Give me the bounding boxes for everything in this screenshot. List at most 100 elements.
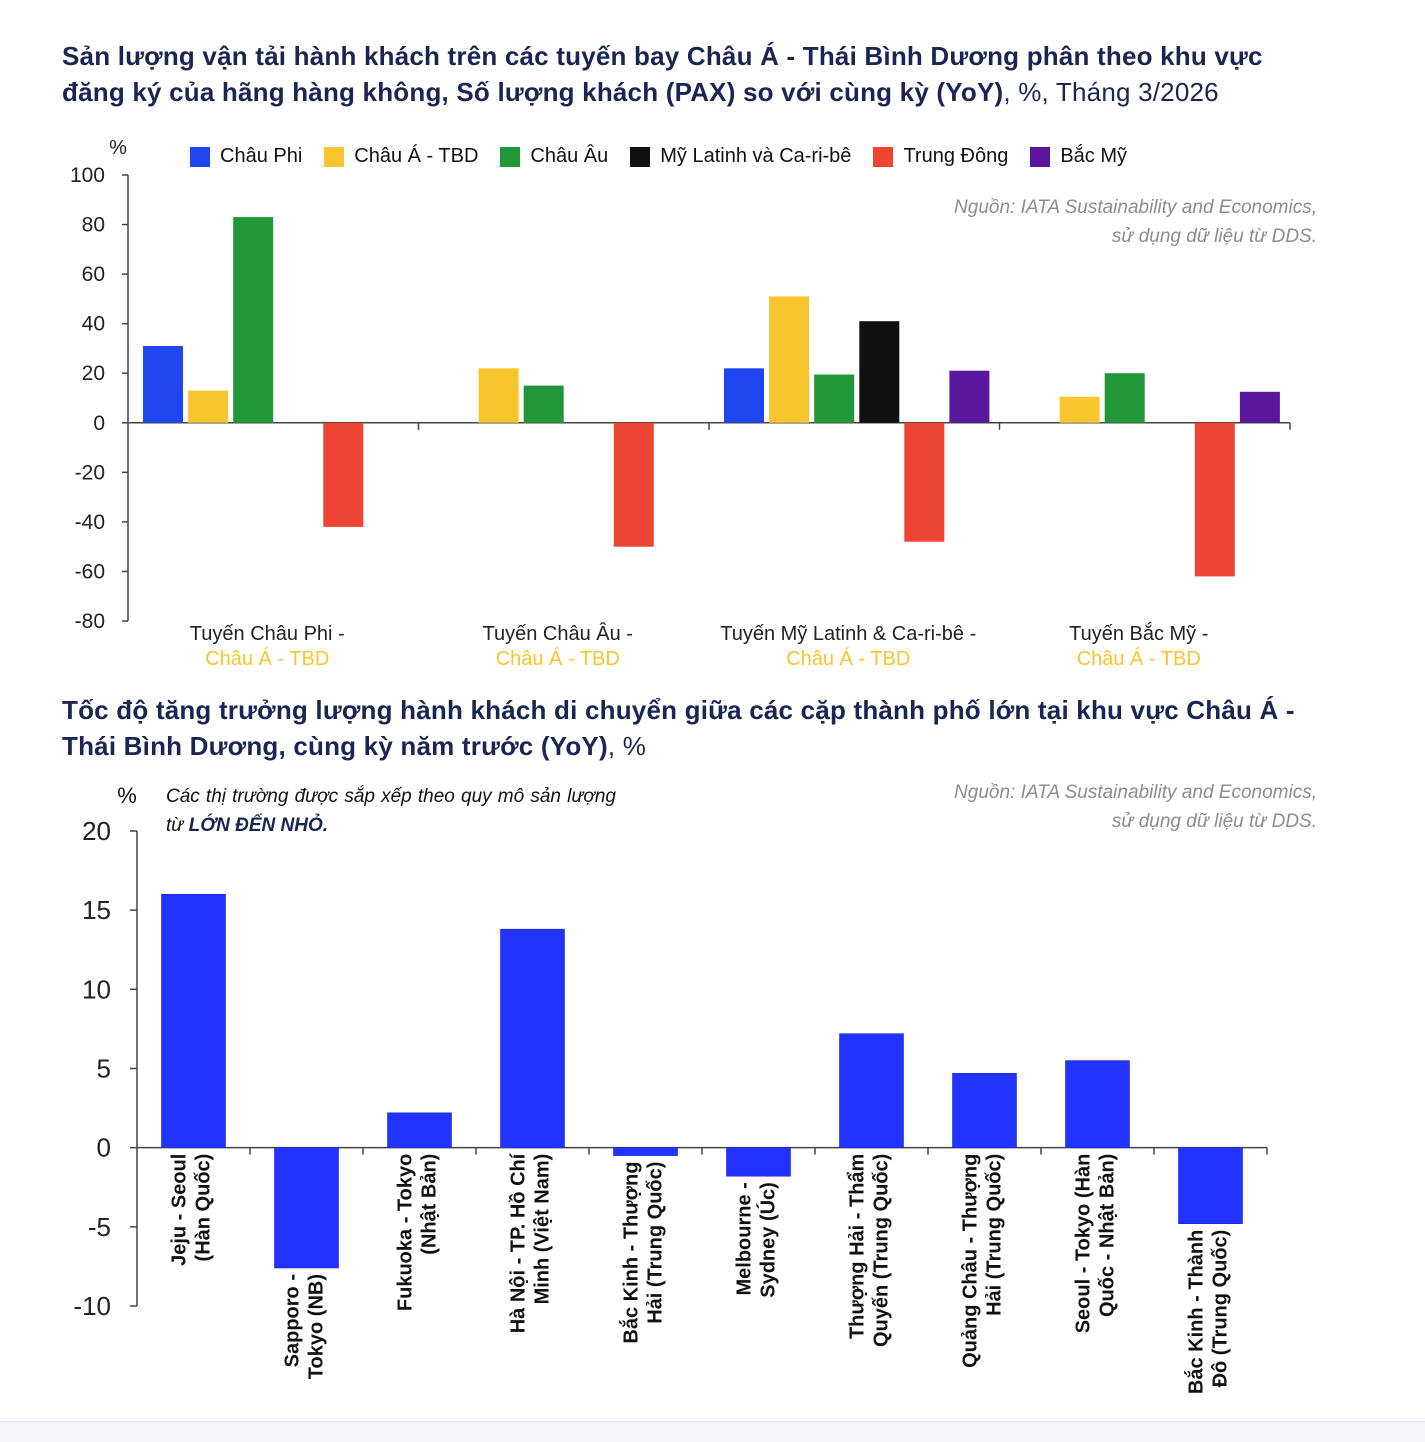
chart2-category-label-line: Hải (Trung Quốc) xyxy=(645,1162,667,1324)
chart1-bar xyxy=(1239,391,1280,423)
chart1-bar xyxy=(1194,422,1235,577)
chart2-title-suffix: , % xyxy=(607,731,647,761)
chart2-category-label-line: Quốc - Nhật Bản) xyxy=(1097,1154,1119,1317)
chart2-category-label: Seoul - Tokyo (Hàn Quốc - Nhật Bản) xyxy=(1073,1154,1119,1334)
chart2-category-label: Sapporo - Tokyo (NB) xyxy=(282,1274,328,1379)
legend-item: Trung Đông xyxy=(873,145,1008,168)
chart1-bar xyxy=(769,296,810,423)
chart2-category-label-line: Quảng Châu - Thượng xyxy=(960,1154,982,1368)
chart1-bar xyxy=(613,422,654,547)
chart1-category-label: Tuyến Châu Phi - xyxy=(190,623,345,645)
chart1-bar xyxy=(1104,373,1145,423)
chart1-title-suffix: , %, Tháng 3/2026 xyxy=(1003,77,1219,107)
chart2-category-label: Melbourne - Sydney (Úc) xyxy=(734,1182,780,1298)
chart1-y-tick-label: 0 xyxy=(93,412,105,435)
chart1-category-label: Tuyến Mỹ Latinh & Ca-ri-bê - xyxy=(720,623,976,645)
chart2-bar xyxy=(613,1147,678,1156)
chart2-y-tick-label: 5 xyxy=(97,1054,111,1084)
chart2-category-label-line: Fukuoka - Tokyo xyxy=(395,1154,417,1311)
chart1-y-tick-label: 100 xyxy=(70,164,105,187)
chart1-bar xyxy=(478,368,519,423)
chart1-category-label-sub: Châu Á - TBD xyxy=(496,647,620,670)
legend-item: Châu Á - TBD xyxy=(324,145,478,168)
chart1-y-tick-label: 20 xyxy=(82,362,105,385)
chart2-category-label-line: Hà Nội - TP. Hồ Chí xyxy=(508,1152,530,1333)
chart2-category-label: Quảng Châu - Thượng Hải (Trung Quốc) xyxy=(960,1154,1006,1368)
chart2-category-label-line: Thượng Hải - Thẩm xyxy=(847,1154,869,1339)
chart1-source: Nguồn: IATA Sustainability and Economics… xyxy=(797,193,1317,251)
chart2-title: Tốc độ tăng trưởng lượng hành khách di c… xyxy=(62,695,1295,761)
legend-label: Châu Âu xyxy=(530,145,609,167)
chart1-bar xyxy=(814,374,855,423)
chart2-y-tick-label: 0 xyxy=(97,1133,111,1163)
bottom-scrollbar-strip xyxy=(0,1421,1425,1442)
chart2-category-label-line: Melbourne - xyxy=(734,1182,756,1295)
chart1-bar xyxy=(1059,396,1100,423)
chart1-bar xyxy=(859,321,900,423)
chart2-source: Nguồn: IATA Sustainability and Economics… xyxy=(797,778,1317,836)
legend-swatch xyxy=(500,146,521,167)
chart2-category-label-line: Jeju - Seoul xyxy=(169,1154,191,1266)
legend-label: Mỹ Latinh và Ca-ri-bê xyxy=(660,145,852,167)
chart2-bar xyxy=(1065,1060,1130,1148)
legend-label: Bắc Mỹ xyxy=(1060,145,1127,167)
chart2-bar xyxy=(726,1147,791,1177)
chart2-category-label-line: Bắc Kinh - Thành xyxy=(1184,1230,1208,1394)
chart2-category-label-line: (Nhật Bản) xyxy=(419,1154,441,1255)
chart2-bar xyxy=(274,1147,339,1269)
chart2-category-label-line: (Hàn Quốc) xyxy=(193,1154,215,1262)
chart1-legend: Châu Phi Châu Á - TBD Châu Âu Mỹ Latinh và … xyxy=(190,145,1127,168)
chart1-y-tick-label: 80 xyxy=(82,214,105,237)
chart2-category-label-line: Seoul - Tokyo (Hàn xyxy=(1073,1154,1095,1334)
chart2-bar xyxy=(952,1073,1017,1149)
chart1-category-label: Tuyến Châu Âu - xyxy=(483,622,633,645)
legend-swatch xyxy=(630,146,651,167)
chart2-category-label-line: Sapporo - xyxy=(282,1274,304,1367)
chart2-category-label: Jeju - Seoul (Hàn Quốc) xyxy=(169,1154,215,1266)
chart2-note-text: Các thị trường được sắp xếp theo quy mô … xyxy=(166,786,616,836)
chart1-category-label-sub: Châu Á - TBD xyxy=(205,647,329,670)
chart1-category-label: Tuyến Bắc Mỹ - xyxy=(1069,622,1208,645)
chart2-bar xyxy=(1178,1147,1243,1224)
legend-swatch xyxy=(873,146,894,167)
legend-label: Châu Á - TBD xyxy=(354,145,479,167)
legend-item: Bắc Mỹ xyxy=(1030,145,1127,168)
chart2-bar xyxy=(387,1112,452,1148)
chart2-category-label-line: Minh (Việt Nam) xyxy=(532,1154,554,1305)
chart2-y-tick-label: 20 xyxy=(82,816,111,846)
chart2-bar xyxy=(839,1033,904,1148)
chart1-title: Sản lượng vận tải hành khách trên các tu… xyxy=(62,41,1263,107)
chart2-bar xyxy=(161,893,226,1148)
chart2-category-label-line: Tokyo (NB) xyxy=(306,1274,328,1379)
chart2-note: Các thị trường được sắp xếp theo quy mô … xyxy=(166,782,616,840)
chart2-source-line2: sử dụng dữ liệu từ DDS. xyxy=(1111,811,1317,832)
chart1-y-tick-label: -60 xyxy=(75,560,105,583)
chart2-category-label-line: Đô (Trung Quốc) xyxy=(1210,1230,1232,1388)
chart2-category-label: Bắc Kinh - Thượng Hải (Trung Quốc) xyxy=(619,1162,667,1344)
chart1-bar xyxy=(904,422,945,542)
legend-label: Châu Phi xyxy=(220,145,303,167)
chart2-y-unit: % xyxy=(117,783,137,808)
legend-label: Trung Đông xyxy=(903,145,1009,167)
chart2-category-label-line: Quyến (Trung Quốc) xyxy=(871,1154,893,1347)
chart2-category-label-line: Bắc Kinh - Thượng xyxy=(619,1162,643,1344)
chart2-note-emphasis: LỚN ĐẾN NHỎ. xyxy=(188,815,329,836)
chart1-y-tick-label: -20 xyxy=(75,461,105,484)
legend-swatch xyxy=(1030,146,1051,167)
chart2-category-label-line: Hải (Trung Quốc) xyxy=(984,1154,1006,1316)
chart1-source-line1: Nguồn: IATA Sustainability and Economics… xyxy=(954,197,1317,218)
chart1-bar xyxy=(724,368,764,423)
chart2-category-label: Hà Nội - TP. Hồ Chí Minh (Việt Nam) xyxy=(508,1152,554,1333)
chart1-y-tick-label: -40 xyxy=(75,511,105,534)
chart1-bar xyxy=(143,346,183,423)
legend-swatch xyxy=(324,146,345,167)
chart1-y-tick-label: 40 xyxy=(82,313,105,336)
chart2-y-tick-label: -10 xyxy=(73,1291,111,1321)
chart1-y-tick-label: -80 xyxy=(75,610,105,633)
chart2-y-tick-label: 10 xyxy=(82,974,111,1004)
legend-item: Châu Phi xyxy=(190,145,302,168)
chart2-category-label-line: Sydney (Úc) xyxy=(756,1182,780,1298)
chart1-y-unit: % xyxy=(109,137,127,159)
chart1-category-label-sub: Châu Á - TBD xyxy=(1077,647,1201,670)
